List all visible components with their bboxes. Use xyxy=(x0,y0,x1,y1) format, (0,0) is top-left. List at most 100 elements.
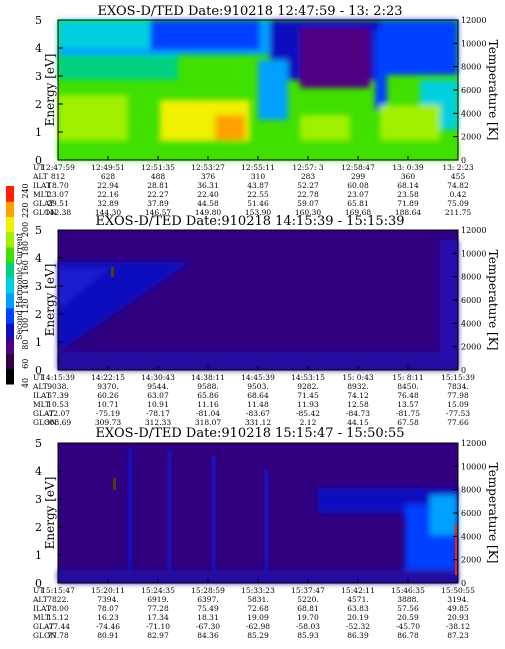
ephemeris-value: 60.26 xyxy=(97,391,119,400)
colorbar-swatch xyxy=(6,277,14,294)
ephemeris-value: 14:30:43 xyxy=(141,373,175,382)
ephemeris-value: 283 xyxy=(301,172,316,181)
ephemeris-row-label: GLON xyxy=(33,631,57,640)
ephemeris-value: 360 xyxy=(401,172,416,181)
ephemeris-value: 85.93 xyxy=(297,631,319,640)
ephemeris-row-label: GLAT xyxy=(33,622,54,631)
panel-3: EXOS-D/TED Date:910218 15:15:47 - 15:50:… xyxy=(32,426,500,640)
ephemeris-value: 32.89 xyxy=(97,199,119,208)
ephemeris-row-label: ILAT xyxy=(33,604,51,613)
y2-tick-label: 6000 xyxy=(461,86,481,95)
ephemeris-value: 2.12 xyxy=(300,418,317,427)
colorbar-swatch xyxy=(6,338,14,355)
ephemeris-value: -71.10 xyxy=(146,622,170,631)
ephemeris-value: 68.64 xyxy=(247,391,269,400)
ephemeris-value: 12:47:59 xyxy=(41,163,75,172)
ephemeris-value: 63.07 xyxy=(147,391,169,400)
panel-2-y2label: Temperature [K] xyxy=(486,250,500,351)
ephemeris-value: 71.89 xyxy=(397,199,419,208)
ephemeris-value: 78.07 xyxy=(97,604,119,613)
ephemeris-value: 87.23 xyxy=(447,631,469,640)
ephemeris-value: 68.14 xyxy=(397,181,419,190)
ephemeris-value: 14:38:11 xyxy=(191,373,225,382)
y2-tick-label: 0 xyxy=(461,156,466,165)
panel-3-heatmap xyxy=(58,443,458,583)
ephemeris-value: 312.33 xyxy=(145,418,171,427)
ephemeris-value: 6919. xyxy=(147,595,168,604)
colorbar-swatch xyxy=(6,292,14,309)
ephemeris-value: -77.53 xyxy=(446,409,470,418)
ephemeris-value: 0.42 xyxy=(450,190,467,199)
ephemeris-value: 376 xyxy=(201,172,216,181)
ephemeris-value: 8932. xyxy=(347,382,368,391)
ephemeris-value: 77.66 xyxy=(447,418,469,427)
y-tick-label: 1 xyxy=(35,549,42,562)
y-tick-label: 0 xyxy=(35,154,42,167)
ephemeris-value: 10.91 xyxy=(147,400,168,409)
panel-2-title: EXOS-D/TED Date:910218 14:15:39 - 15:15:… xyxy=(95,214,404,229)
y2-tick-label: 8000 xyxy=(461,63,481,72)
ephemeris-value: 15:20:11 xyxy=(91,586,125,595)
colorbar-swatch xyxy=(6,353,14,370)
ephemeris-value: 9370. xyxy=(97,382,118,391)
y2-tick-label: 4000 xyxy=(461,319,481,328)
ephemeris-value: 68.81 xyxy=(297,604,318,613)
ephemeris-value: 12:55:11 xyxy=(241,163,275,172)
ephemeris-value: 13.57 xyxy=(397,400,419,409)
ephemeris-value: -84.73 xyxy=(346,409,370,418)
ephemeris-value: 9038. xyxy=(47,382,68,391)
ephemeris-value: -83.67 xyxy=(246,409,270,418)
y2-tick-label: 8000 xyxy=(461,273,481,282)
ephemeris-value: -62.98 xyxy=(246,622,270,631)
colorbar-swatch xyxy=(6,201,14,217)
ephemeris-value: 20.93 xyxy=(447,613,469,622)
y2-tick-label: 6000 xyxy=(461,509,481,518)
y-tick-label: 5 xyxy=(35,14,42,27)
ephemeris-value: 12:57: 3 xyxy=(292,163,324,172)
ephemeris-value: 11.48 xyxy=(247,400,269,409)
y-tick-label: 0 xyxy=(35,364,42,377)
ephemeris-value: 80.91 xyxy=(97,631,118,640)
ephemeris-value: 19.70 xyxy=(297,613,319,622)
ephemeris-value: 19.09 xyxy=(247,613,269,622)
colorbar-tick-label: 100 xyxy=(21,318,30,333)
ephemeris-value: 57.39 xyxy=(47,391,69,400)
ephemeris-value: 23.58 xyxy=(397,190,419,199)
ephemeris-value: 16.23 xyxy=(97,613,119,622)
ephemeris-value: 11.93 xyxy=(297,400,319,409)
y2-tick-label: 6000 xyxy=(461,296,481,305)
colorbar-tick-label: 220 xyxy=(21,203,30,218)
ephemeris-value: -58.03 xyxy=(296,622,320,631)
ephemeris-value: 22.94 xyxy=(97,181,119,190)
ephemeris-value: 36.31 xyxy=(197,181,218,190)
ephemeris-value: 15:15:47 xyxy=(41,586,75,595)
ephemeris-value: 76.48 xyxy=(397,391,419,400)
ephemeris-value: 77.28 xyxy=(147,604,169,613)
colorbar-tick-label: 120 xyxy=(21,299,30,314)
colorbar-swatch xyxy=(6,323,14,339)
ephemeris-value: 59.07 xyxy=(297,199,319,208)
ephemeris-row-label: ILAT xyxy=(33,181,51,190)
ephemeris-value: 60.08 xyxy=(347,181,369,190)
ephemeris-row-label: UT xyxy=(33,373,44,382)
ephemeris-row-label: GLON xyxy=(33,208,57,217)
ephemeris-row-label: MLT xyxy=(33,400,50,409)
ephemeris-value: 49.85 xyxy=(447,604,469,613)
ephemeris-value: 22.27 xyxy=(147,190,169,199)
y-tick-label: 5 xyxy=(35,224,42,237)
y2-tick-label: 8000 xyxy=(461,486,481,495)
ephemeris-value: 20.19 xyxy=(347,613,369,622)
y-tick-label: 1 xyxy=(35,336,42,349)
ephemeris-value: -67.30 xyxy=(196,622,220,631)
ephemeris-value: 51.46 xyxy=(247,199,269,208)
ephemeris-value: 15:15:39 xyxy=(441,373,475,382)
ephemeris-value: 14:53:15 xyxy=(291,373,325,382)
ephemeris-value: 309.73 xyxy=(95,418,121,427)
colorbar: Second Harmonic Current 40 60 80 100 120 140 1… xyxy=(6,183,30,388)
ephemeris-value: 23.07 xyxy=(47,190,69,199)
ephemeris-value: 10.53 xyxy=(47,400,69,409)
y2-tick-label: 2000 xyxy=(461,556,481,565)
ephemeris-row-label: GLAT xyxy=(33,409,54,418)
colorbar-tick-label: 140 xyxy=(21,279,30,294)
